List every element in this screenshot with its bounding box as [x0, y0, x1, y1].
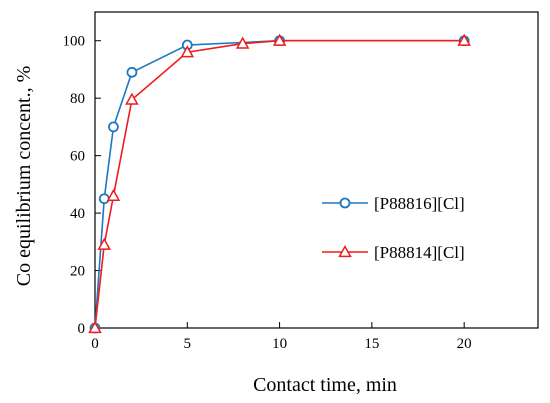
y-tick-label: 80	[70, 91, 85, 107]
x-tick-label: 15	[364, 336, 379, 352]
data-point	[97, 237, 112, 250]
plot-frame	[94, 11, 539, 329]
series-2	[88, 33, 471, 334]
x-axis-ticks: 0 5 10 15 20	[91, 322, 472, 352]
data-point	[106, 188, 121, 202]
x-tick-label: 20	[457, 336, 472, 352]
y-tick-label: 40	[70, 206, 85, 222]
y-axis-title: Co equilibrium concent., %	[13, 66, 35, 287]
plot-area-border	[94, 11, 539, 329]
y-tick-label: 0	[78, 321, 86, 337]
data-point	[108, 121, 119, 133]
data-point	[125, 92, 139, 105]
series-layer	[88, 33, 471, 334]
data-point	[457, 33, 471, 46]
legend-marker	[339, 197, 351, 209]
y-tick-label: 20	[70, 264, 85, 280]
y-axis-ticks: 0 20 40 60 80 100	[63, 34, 101, 337]
legend-label: [P88816][Cl]	[374, 194, 465, 213]
data-point	[126, 66, 138, 78]
y-tick-label: 100	[63, 34, 86, 50]
data-point	[88, 320, 102, 334]
legend-entry-1: [P88816][Cl]	[322, 194, 465, 213]
series-1	[89, 35, 470, 334]
data-point	[98, 193, 110, 205]
legend-entry-2: [P88814][Cl]	[322, 243, 465, 262]
legend: [P88816][Cl] [P88814][Cl]	[322, 194, 465, 262]
x-tick-label: 5	[184, 336, 192, 352]
x-tick-label: 10	[272, 336, 287, 352]
legend-marker	[338, 244, 352, 258]
x-axis-title: Contact time, min	[253, 374, 397, 396]
legend-label: [P88814][Cl]	[374, 243, 465, 262]
x-tick-label: 0	[91, 336, 99, 352]
data-point	[180, 45, 195, 58]
series-line	[94, 39, 465, 329]
y-tick-label: 60	[70, 149, 85, 165]
data-point	[235, 36, 250, 49]
data-point	[272, 33, 287, 46]
